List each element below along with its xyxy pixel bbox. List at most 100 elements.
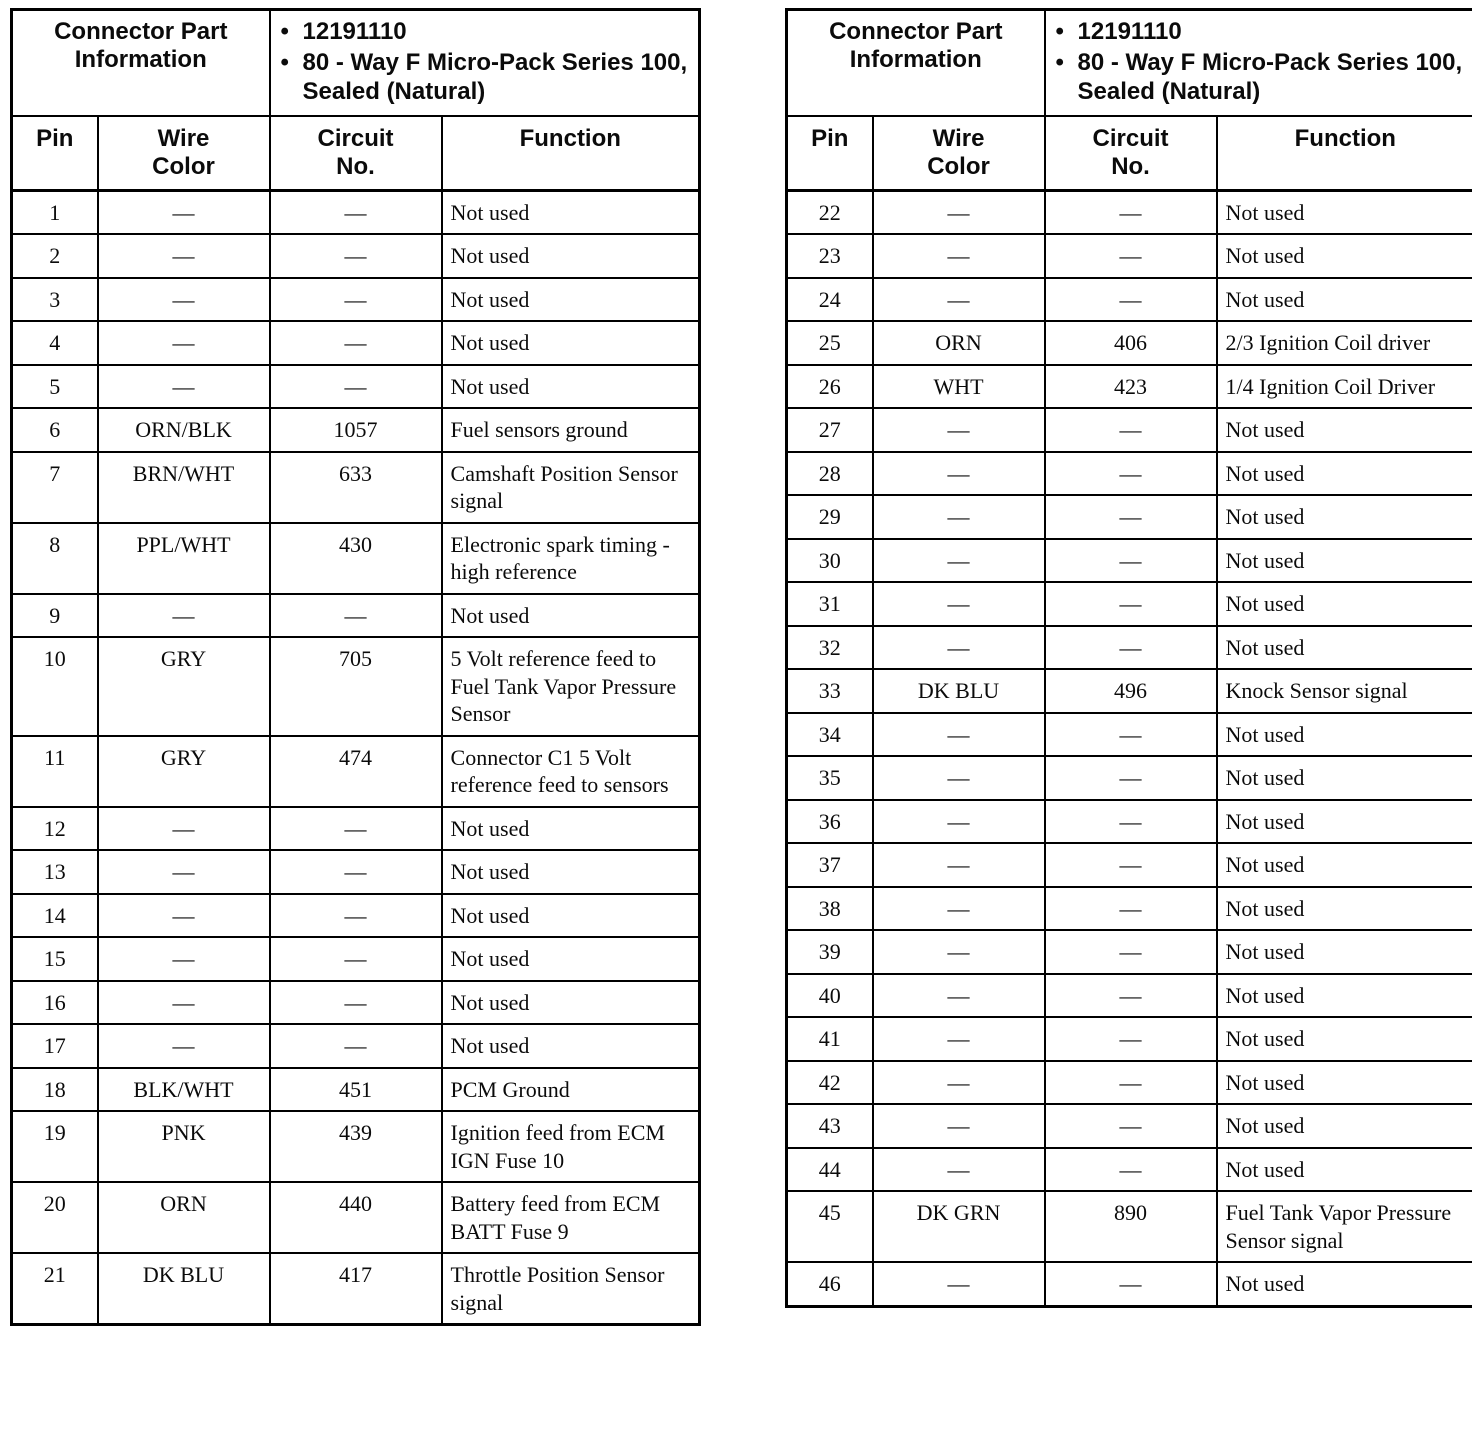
cell-circuit-no: — xyxy=(1043,755,1218,801)
cell-wire-color: — xyxy=(871,189,1046,236)
cell-wire-color: GRY xyxy=(96,734,271,808)
pin-rows: 1— — Not used 2— — Not used 3— — Not used 4— — Not … xyxy=(10,189,701,1326)
cell-circuit-no: — xyxy=(1043,1261,1218,1308)
cell-function: Ignition feed from ECM IGN Fuse 10 xyxy=(440,1110,701,1184)
connector-table-pins-22-46: Connector Part Information 12191110 80 -… xyxy=(785,8,1472,1308)
cell-function: Not used xyxy=(1215,537,1472,584)
cell-circuit-no: — xyxy=(1043,842,1218,888)
cell-function: Not used xyxy=(440,979,701,1026)
cell-circuit-no: — xyxy=(268,189,443,236)
cell-pin: 40 xyxy=(785,972,874,1019)
cell-wire-color: — xyxy=(871,1016,1046,1062)
pin-row: 35— — Not used xyxy=(785,755,1472,801)
cell-wire-color: — xyxy=(96,276,271,323)
column-header-circuit-no: Circuit No. xyxy=(268,115,443,192)
cell-wire-color: BRN/WHT xyxy=(96,450,271,524)
pin-row: 32— — Not used xyxy=(785,624,1472,671)
part-info-row: Connector Part Information 12191110 80 -… xyxy=(785,8,1472,118)
part-info-details: 12191110 80 - Way F Micro-Pack Series 10… xyxy=(1043,8,1472,118)
cell-wire-color: GRY xyxy=(96,636,271,737)
cell-function: Camshaft Position Sensor signal xyxy=(440,450,701,524)
pin-row: 24— — Not used xyxy=(785,276,1472,323)
cell-function: Not used xyxy=(440,363,701,410)
pin-row: 37— — Not used xyxy=(785,842,1472,888)
cell-wire-color: — xyxy=(96,233,271,279)
part-number: 12191110 xyxy=(279,18,691,47)
cell-circuit-no: 451 xyxy=(268,1066,443,1113)
cell-pin: 20 xyxy=(10,1181,99,1255)
cell-circuit-no: 890 xyxy=(1043,1190,1218,1264)
part-info-label: Connector Part Information xyxy=(10,8,271,118)
cell-circuit-no: — xyxy=(268,805,443,852)
cell-function: Connector C1 5 Volt reference feed to se… xyxy=(440,734,701,808)
cell-wire-color: — xyxy=(96,189,271,236)
pin-row: 38— — Not used xyxy=(785,885,1472,932)
cell-wire-color: — xyxy=(96,592,271,639)
cell-pin: 39 xyxy=(785,929,874,975)
column-header-pin: Pin xyxy=(10,115,99,192)
cell-circuit-no: 430 xyxy=(268,521,443,595)
column-header-row: Pin Wire Color Circuit No. Function xyxy=(10,115,701,192)
cell-wire-color: — xyxy=(871,624,1046,671)
cell-function: Not used xyxy=(440,936,701,982)
cell-function: Not used xyxy=(1215,1261,1472,1308)
pin-rows: 22— — Not used 23— — Not used 24— — Not used 25 OR… xyxy=(785,189,1472,1308)
cell-circuit-no: 423 xyxy=(1043,363,1218,410)
cell-function: 2/3 Ignition Coil driver xyxy=(1215,320,1472,366)
cell-wire-color: — xyxy=(871,1059,1046,1106)
cell-wire-color: WHT xyxy=(871,363,1046,410)
cell-function: Not used xyxy=(1215,407,1472,453)
pin-row: 5— — Not used xyxy=(10,363,701,410)
cell-wire-color: — xyxy=(96,979,271,1026)
cell-circuit-no: — xyxy=(1043,1103,1218,1149)
cell-function: Not used xyxy=(1215,494,1472,540)
part-description: 80 - Way F Micro-Pack Series 100, Sealed… xyxy=(1054,49,1466,107)
pin-row: 2— — Not used xyxy=(10,233,701,279)
cell-function: Not used xyxy=(440,849,701,895)
part-number: 12191110 xyxy=(1054,18,1466,47)
cell-function: Battery feed from ECM BATT Fuse 9 xyxy=(440,1181,701,1255)
cell-function: Not used xyxy=(1215,1146,1472,1193)
cell-function: Not used xyxy=(1215,1016,1472,1062)
cell-pin: 28 xyxy=(785,450,874,497)
cell-function: Not used xyxy=(1215,711,1472,758)
cell-circuit-no: — xyxy=(1043,494,1218,540)
cell-circuit-no: — xyxy=(1043,189,1218,236)
cell-circuit-no: — xyxy=(268,276,443,323)
cell-pin: 18 xyxy=(10,1066,99,1113)
cell-pin: 19 xyxy=(10,1110,99,1184)
pin-row: 7 BRN/WHT 633 Camshaft Position Sensor sign… xyxy=(10,450,701,524)
cell-pin: 15 xyxy=(10,936,99,982)
cell-pin: 25 xyxy=(785,320,874,366)
cell-wire-color: — xyxy=(871,929,1046,975)
cell-circuit-no: 705 xyxy=(268,636,443,737)
cell-pin: 45 xyxy=(785,1190,874,1264)
cell-pin: 42 xyxy=(785,1059,874,1106)
cell-circuit-no: — xyxy=(268,936,443,982)
cell-circuit-no: 417 xyxy=(268,1252,443,1326)
cell-circuit-no: — xyxy=(1043,276,1218,323)
cell-wire-color: — xyxy=(871,233,1046,279)
pin-row: 4— — Not used xyxy=(10,320,701,366)
cell-function: Not used xyxy=(1215,798,1472,845)
cell-wire-color: DK GRN xyxy=(871,1190,1046,1264)
pin-row: 30— — Not used xyxy=(785,537,1472,584)
cell-wire-color: — xyxy=(871,885,1046,932)
cell-pin: 35 xyxy=(785,755,874,801)
pin-row: 18 BLK/WHT 451 PCM Ground xyxy=(10,1066,701,1113)
pin-row: 43— — Not used xyxy=(785,1103,1472,1149)
column-header-function: Function xyxy=(1215,115,1472,192)
cell-circuit-no: 439 xyxy=(268,1110,443,1184)
pin-row: 42— — Not used xyxy=(785,1059,1472,1106)
pin-row: 29— — Not used xyxy=(785,494,1472,540)
cell-pin: 4 xyxy=(10,320,99,366)
cell-pin: 10 xyxy=(10,636,99,737)
cell-wire-color: — xyxy=(96,363,271,410)
cell-function: Not used xyxy=(440,892,701,939)
cell-function: Not used xyxy=(1215,885,1472,932)
cell-function: Not used xyxy=(440,592,701,639)
cell-pin: 23 xyxy=(785,233,874,279)
pin-row: 1— — Not used xyxy=(10,189,701,236)
cell-pin: 16 xyxy=(10,979,99,1026)
pin-row: 21 DK BLU 417 Throttle Position Sensor sign… xyxy=(10,1252,701,1326)
